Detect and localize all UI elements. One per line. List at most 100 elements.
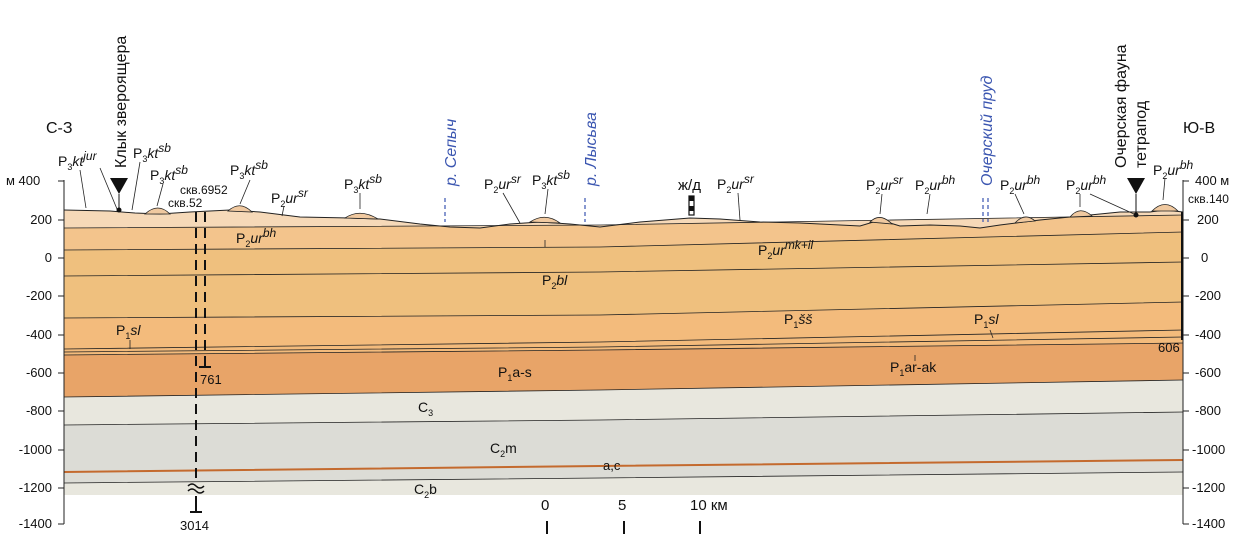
- leader-line: [99, 167, 118, 210]
- boundary-5: [63, 329, 1184, 350]
- left-axis: м 400 200 0 -200 -400 -600 -800 -1000 -1…: [6, 173, 65, 531]
- strata: [64, 210, 1183, 495]
- leader-line: [737, 192, 741, 221]
- surface-label: P2urbh: [1066, 173, 1106, 196]
- leader-lines: [79, 161, 1166, 224]
- layer-c2m: [64, 412, 1183, 483]
- surface-label: P2urbh: [1000, 173, 1040, 196]
- fauna-site-dot: [1133, 212, 1139, 218]
- layer-p2-bl: [64, 232, 1183, 318]
- river-sepych-label: р. Сепыч: [443, 119, 460, 187]
- fauna-label-line2: тетрапод: [1133, 100, 1150, 168]
- leader-line: [1014, 193, 1025, 215]
- layer-label: C3: [418, 399, 433, 418]
- well-break-icon: [187, 483, 205, 494]
- well-140-label: скв.140: [1188, 192, 1229, 206]
- direction-right: Ю-В: [1183, 120, 1215, 137]
- layer-p1-as: [64, 343, 1183, 397]
- leader-line: [239, 179, 251, 205]
- surface-hills: [143, 204, 1179, 225]
- layer-label: P2urbh: [236, 226, 276, 249]
- railway: ж/д: [678, 177, 701, 216]
- hill: [143, 207, 171, 215]
- railway-label: ж/д: [678, 177, 701, 194]
- layer-labels: P2urbh P2urmk+il P2bl P1sl P1šš P1sl P1a…: [116, 226, 999, 500]
- boundary-3: [63, 261, 1184, 277]
- layer-c3: [64, 380, 1183, 425]
- right-tick-label: -1400: [1192, 516, 1225, 531]
- leader-line: [879, 193, 883, 215]
- hill: [1069, 210, 1093, 218]
- right-tick-label: -1000: [1192, 442, 1225, 457]
- well-52-depth: 3014: [180, 518, 209, 533]
- boundary-2: [63, 231, 1184, 251]
- right-axis-top-label: 400 м: [1195, 173, 1229, 188]
- right-tick-label: -1200: [1192, 480, 1225, 495]
- left-tick-label: -1400: [19, 516, 52, 531]
- boundary-10: [63, 471, 1184, 484]
- surface-label: P2ursr: [271, 186, 309, 209]
- surface-label: P3ktjur: [58, 149, 98, 172]
- well-6952-label: скв.6952: [180, 183, 228, 197]
- surface-label: P2ursr: [484, 172, 522, 195]
- leader-line: [926, 193, 931, 215]
- leader-line: [131, 161, 141, 211]
- layer-label: P2urmk+il: [758, 238, 813, 261]
- hill: [227, 205, 254, 213]
- boundary-1: [63, 214, 1184, 229]
- fauna-icon: [1127, 178, 1145, 194]
- layer-c2b: [64, 472, 1183, 495]
- layer-label: P1sl: [116, 322, 141, 341]
- left-tick-label: 0: [45, 250, 52, 265]
- boundary-7: [63, 342, 1184, 356]
- surface-label: P2ursr: [866, 173, 904, 196]
- tooth-icon: [110, 178, 128, 194]
- leader-line: [156, 183, 164, 207]
- surface-labels: P3ktjur P3ktsb P3ktsb P3ktsb P2ursr P3kt…: [58, 141, 1193, 209]
- river-lysva-label: р. Лысьва: [583, 112, 600, 187]
- left-tick-label: -200: [26, 288, 52, 303]
- left-tick-label: -600: [26, 365, 52, 380]
- well-6952-depth: 761: [200, 372, 222, 387]
- surface-label: P2urbh: [915, 173, 955, 196]
- leader-line: [79, 169, 87, 209]
- tooth-site-dot: [116, 207, 122, 213]
- boundary-8: [63, 379, 1184, 398]
- leader-line: [281, 205, 285, 217]
- leader-line: [1089, 193, 1135, 215]
- hill: [528, 216, 562, 224]
- scale-label: 10 км: [690, 497, 728, 514]
- left-tick-label: -1000: [19, 442, 52, 457]
- layer-label: P1a-s: [498, 364, 532, 383]
- layer-label: C2m: [490, 440, 517, 459]
- boundary-4: [63, 301, 1184, 319]
- hill: [1151, 204, 1179, 212]
- surface-label: P3ktsb: [344, 172, 382, 195]
- leader-line: [1162, 177, 1166, 201]
- layer-label: a,c: [603, 458, 621, 473]
- right-tick-label: -800: [1195, 403, 1221, 418]
- left-tick-label: 200: [30, 212, 52, 227]
- surface-label: P2ursr: [717, 172, 755, 195]
- leader-line: [544, 188, 549, 215]
- layer-label: P2bl: [542, 272, 568, 291]
- right-tick-label: 0: [1201, 250, 1208, 265]
- fauna-label-line1: Очерская фауна: [1113, 44, 1130, 168]
- surface-label: P3ktsb: [230, 158, 268, 181]
- pond-label: Очерский пруд: [979, 76, 996, 186]
- right-tick-label: -200: [1195, 288, 1221, 303]
- right-tick-label: -600: [1195, 365, 1221, 380]
- surface-label: P3ktsb: [133, 141, 171, 164]
- hydrography: р. Сепыч р. Лысьва Очерский пруд: [443, 76, 996, 222]
- direction-left: С-З: [46, 120, 73, 137]
- layer-label: P1šš: [784, 311, 812, 330]
- left-tick-label: -400: [26, 327, 52, 342]
- right-tick-label: -400: [1195, 327, 1221, 342]
- wells: скв.52 3014 скв.6952 761 скв.140 606: [168, 183, 1229, 533]
- surface-label: P3ktsb: [532, 168, 570, 191]
- layer-label: P1ar-ak: [890, 359, 937, 378]
- layer-p2-ur-bh: [64, 210, 1183, 228]
- leader-line: [502, 192, 521, 224]
- hill: [343, 212, 380, 220]
